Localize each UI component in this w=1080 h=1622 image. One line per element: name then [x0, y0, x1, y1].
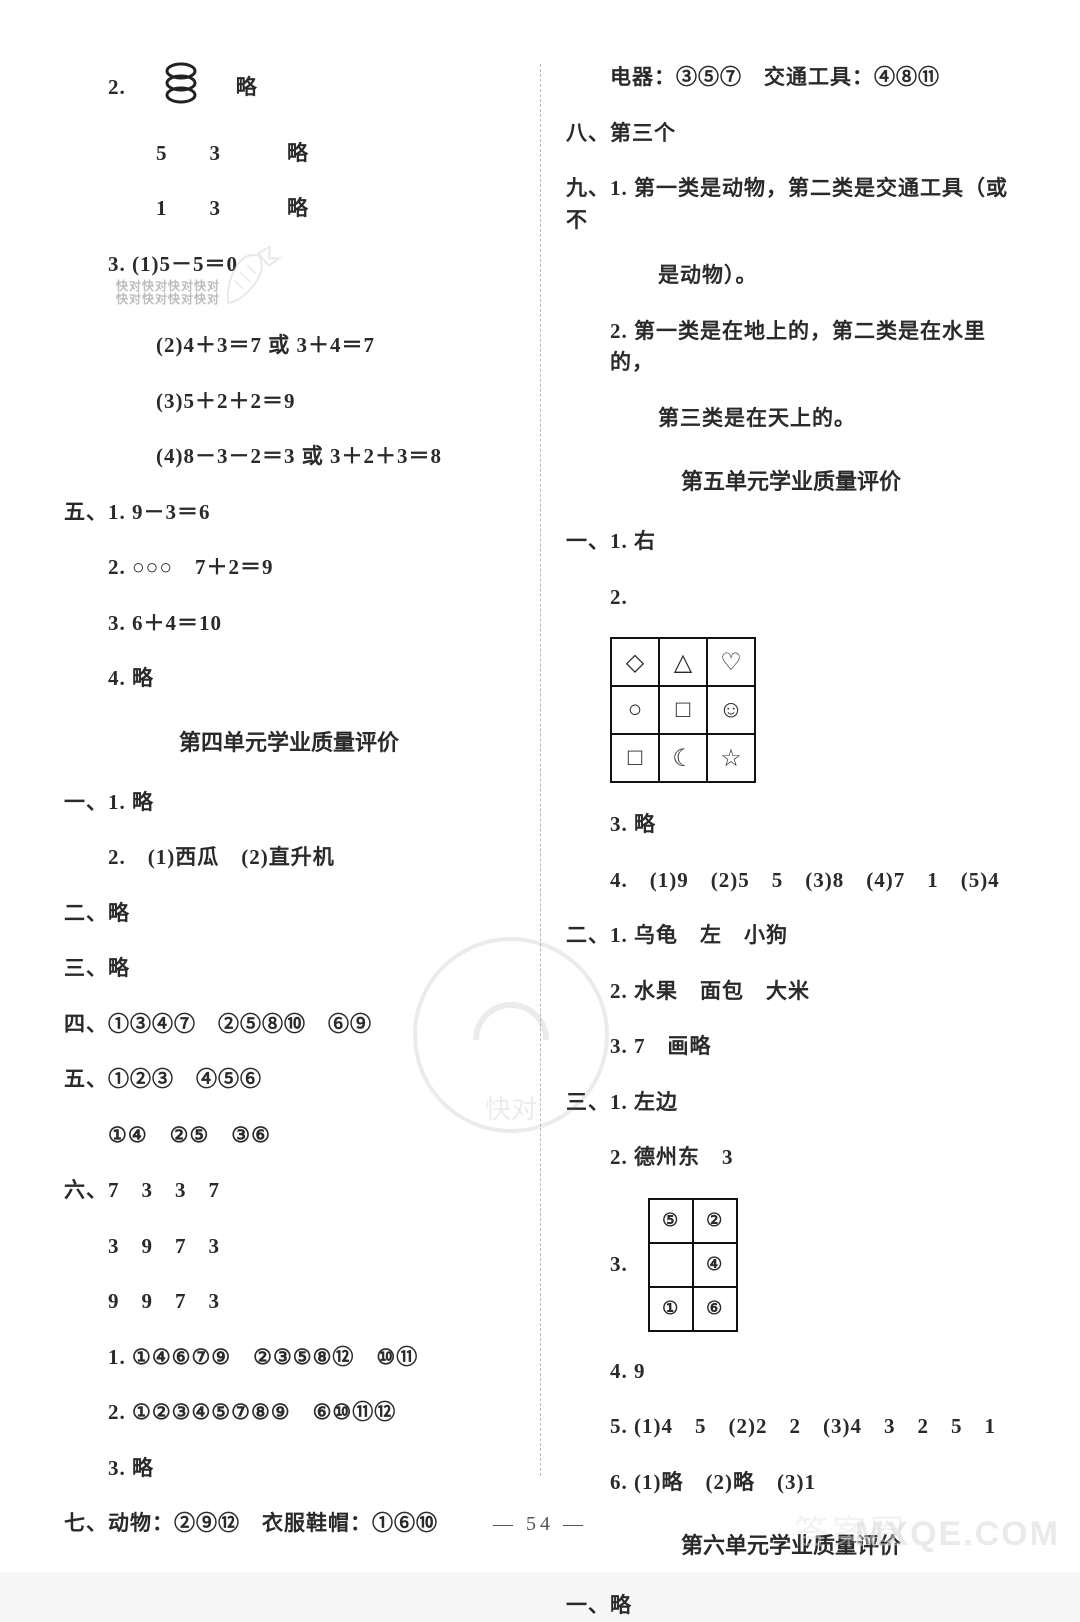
- carrot-watermark-icon: [204, 232, 288, 316]
- number-grid-3x2: ⑤ ② ④ ① ⑥: [648, 1198, 738, 1332]
- u5-1-4: 4. (1)9 (2)5 5 (3)8 (4)7 1 (5)4: [566, 865, 1016, 897]
- row-5-3: 5 3 略: [64, 138, 514, 170]
- u4-1-2: 2. (1)西瓜 (2)直升机: [64, 842, 514, 874]
- column-divider: [540, 64, 541, 1476]
- r-9-2b: 第三类是在天上的。: [566, 403, 1016, 435]
- right-column: 电器：③⑤⑦ 交通工具：④⑧⑪ 八、第三个 九、1. 第一类是动物，第二类是交通…: [540, 62, 1042, 1542]
- u5-2-2: 2. 水果 面包 大米: [566, 976, 1016, 1008]
- item-2: 2. 略: [64, 62, 514, 114]
- grid3-cell: ♡: [707, 638, 755, 686]
- u4-2: 二、略: [64, 898, 514, 930]
- grid3-cell: ◇: [611, 638, 659, 686]
- item-5-2: 2. ○○○ 7＋2＝9: [64, 552, 514, 584]
- grid3-cell: ☺: [707, 686, 755, 734]
- omit-text: 略: [287, 138, 309, 170]
- u4-3: 三、略: [64, 953, 514, 985]
- u4-6a: 六、7 3 3 7: [64, 1175, 514, 1207]
- unit5-heading: 第五单元学业质量评价: [566, 464, 1016, 496]
- page: 2. 略 5 3 略 1 3 略: [0, 0, 1080, 1572]
- u5-3-2: 2. 德州东 3: [566, 1142, 1016, 1174]
- num: 3: [210, 138, 222, 170]
- u4-4: 四、①③④⑦ ②⑤⑧⑩ ⑥⑨: [64, 1009, 514, 1041]
- u4-6-2: 2. ①②③④⑤⑦⑧⑨ ⑥⑩⑪⑫: [64, 1397, 514, 1429]
- grid3-cell: □: [659, 686, 707, 734]
- item-3-3: (3)5＋2＋2＝9: [64, 386, 514, 418]
- grid3-cell: ☆: [707, 734, 755, 782]
- num: 5: [156, 138, 168, 170]
- u5-1-3: 3. 略: [566, 809, 1016, 841]
- grid3-cell: ☾: [659, 734, 707, 782]
- r-8: 八、第三个: [566, 118, 1016, 150]
- omit-text: 略: [236, 72, 258, 104]
- u5-3-5: 5. (1)4 5 (2)2 2 (3)4 3 2 5 1: [566, 1411, 1016, 1443]
- r-9-2a: 2. 第一类是在地上的，第二类是在水里的，: [566, 316, 1016, 379]
- u5-2-3: 3. 7 画略: [566, 1031, 1016, 1063]
- u5-3-3-row: 3. ⑤ ② ④ ① ⑥: [566, 1198, 1016, 1332]
- item-3-4: (4)8－3－2＝3 或 3＋2＋3＝8: [64, 441, 514, 473]
- u5-3-6: 6. (1)略 (2)略 (3)1: [566, 1467, 1016, 1499]
- u4-1-1: 一、1. 略: [64, 787, 514, 819]
- item-5-3: 3. 6＋4＝10: [64, 608, 514, 640]
- spring-icon: [164, 62, 198, 114]
- watermark-tiny-2: 快对快对快对快对: [116, 293, 514, 306]
- grid3-cell: ○: [611, 686, 659, 734]
- u5-2-1: 二、1. 乌龟 左 小狗: [566, 920, 1016, 952]
- item-5-1: 五、1. 9－3＝6: [64, 497, 514, 529]
- u5-1-2: 2.: [566, 582, 1016, 614]
- row-1-3: 1 3 略: [64, 193, 514, 225]
- u5-1-1: 一、1. 右: [566, 526, 1016, 558]
- u4-5b: ①④ ②⑤ ③⑥: [64, 1120, 514, 1152]
- u5-3-3-label: 3.: [610, 1249, 628, 1281]
- item-2-num: 2.: [108, 72, 126, 104]
- u4-5a: 五、①②③ ④⑤⑥: [64, 1064, 514, 1096]
- grid2-cell: ⑥: [693, 1287, 737, 1331]
- u4-6c: 9 9 7 3: [64, 1286, 514, 1318]
- grid3-cell: □: [611, 734, 659, 782]
- r-top: 电器：③⑤⑦ 交通工具：④⑧⑪: [566, 62, 1016, 94]
- num: 3: [210, 193, 222, 225]
- watermark-text-en: MXQE.COM: [855, 1515, 1060, 1554]
- u4-6-3: 3. 略: [64, 1453, 514, 1485]
- grid2-cell: ①: [649, 1287, 693, 1331]
- grid2-cell: ⑤: [649, 1199, 693, 1243]
- grid2-cell: ②: [693, 1199, 737, 1243]
- item-3-1: 3. (1)5－5＝0 快对快对快对快对 快对快对快对快对: [64, 249, 514, 307]
- omit-text: 略: [287, 193, 309, 225]
- u4-6b: 3 9 7 3: [64, 1231, 514, 1263]
- shape-grid-3x3: ◇ △ ♡ ○ □ ☺ □ ☾ ☆: [610, 637, 756, 783]
- u5-3-4: 4. 9: [566, 1356, 1016, 1388]
- u6-1: 一、略: [566, 1590, 1016, 1622]
- grid2-cell: [649, 1243, 693, 1287]
- r-9-1a: 九、1. 第一类是动物，第二类是交通工具（或不: [566, 173, 1016, 236]
- u5-3-1: 三、1. 左边: [566, 1087, 1016, 1119]
- item-3-2: (2)4＋3＝7 或 3＋4＝7: [64, 330, 514, 362]
- unit4-heading: 第四单元学业质量评价: [64, 725, 514, 757]
- r-9-1b: 是动物）。: [566, 260, 1016, 292]
- grid3-cell: △: [659, 638, 707, 686]
- grid2-cell: ④: [693, 1243, 737, 1287]
- u4-6-1: 1. ①④⑥⑦⑨ ②③⑤⑧⑫ ⑩⑪: [64, 1342, 514, 1374]
- num: 1: [156, 193, 168, 225]
- item-5-4: 4. 略: [64, 663, 514, 695]
- left-column: 2. 略 5 3 略 1 3 略: [38, 62, 540, 1542]
